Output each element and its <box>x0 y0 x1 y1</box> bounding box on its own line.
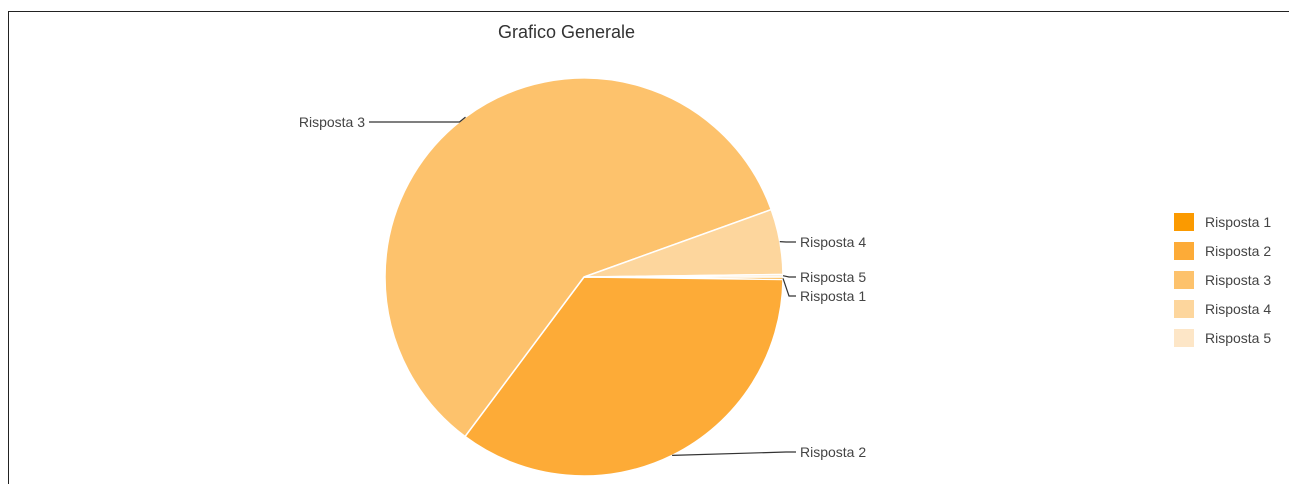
chart-legend: Risposta 1 Risposta 2 Risposta 3 Rispost… <box>1174 207 1271 352</box>
legend-item: Risposta 4 <box>1174 294 1271 323</box>
legend-swatch <box>1174 328 1194 347</box>
slice-label: Risposta 3 <box>299 114 365 130</box>
chart-title: Grafico Generale <box>498 22 636 42</box>
legend-label: Risposta 5 <box>1205 329 1272 346</box>
slice-callout-line <box>369 116 466 123</box>
legend-label: Risposta 1 <box>1205 213 1272 230</box>
slice-callout-line <box>782 278 796 297</box>
legend-item: Risposta 3 <box>1174 265 1271 294</box>
slice-label: Risposta 1 <box>800 288 866 304</box>
legend-label: Risposta 4 <box>1205 300 1272 317</box>
legend-swatch <box>1174 299 1194 318</box>
slice-callout-line <box>782 275 796 278</box>
legend-item: Risposta 2 <box>1174 236 1271 265</box>
slice-callout-line <box>672 451 796 456</box>
legend-swatch <box>1174 212 1194 231</box>
legend-swatch <box>1174 241 1194 260</box>
pie-slice <box>384 77 773 438</box>
legend-item: Risposta 1 <box>1174 207 1271 236</box>
legend-label: Risposta 2 <box>1205 242 1272 259</box>
legend-item: Risposta 5 <box>1174 323 1271 352</box>
slice-label: Risposta 2 <box>800 444 866 460</box>
legend-swatch <box>1174 270 1194 289</box>
legend-label: Risposta 3 <box>1205 271 1272 288</box>
slice-label: Risposta 4 <box>800 234 866 250</box>
slice-label: Risposta 5 <box>800 269 866 285</box>
